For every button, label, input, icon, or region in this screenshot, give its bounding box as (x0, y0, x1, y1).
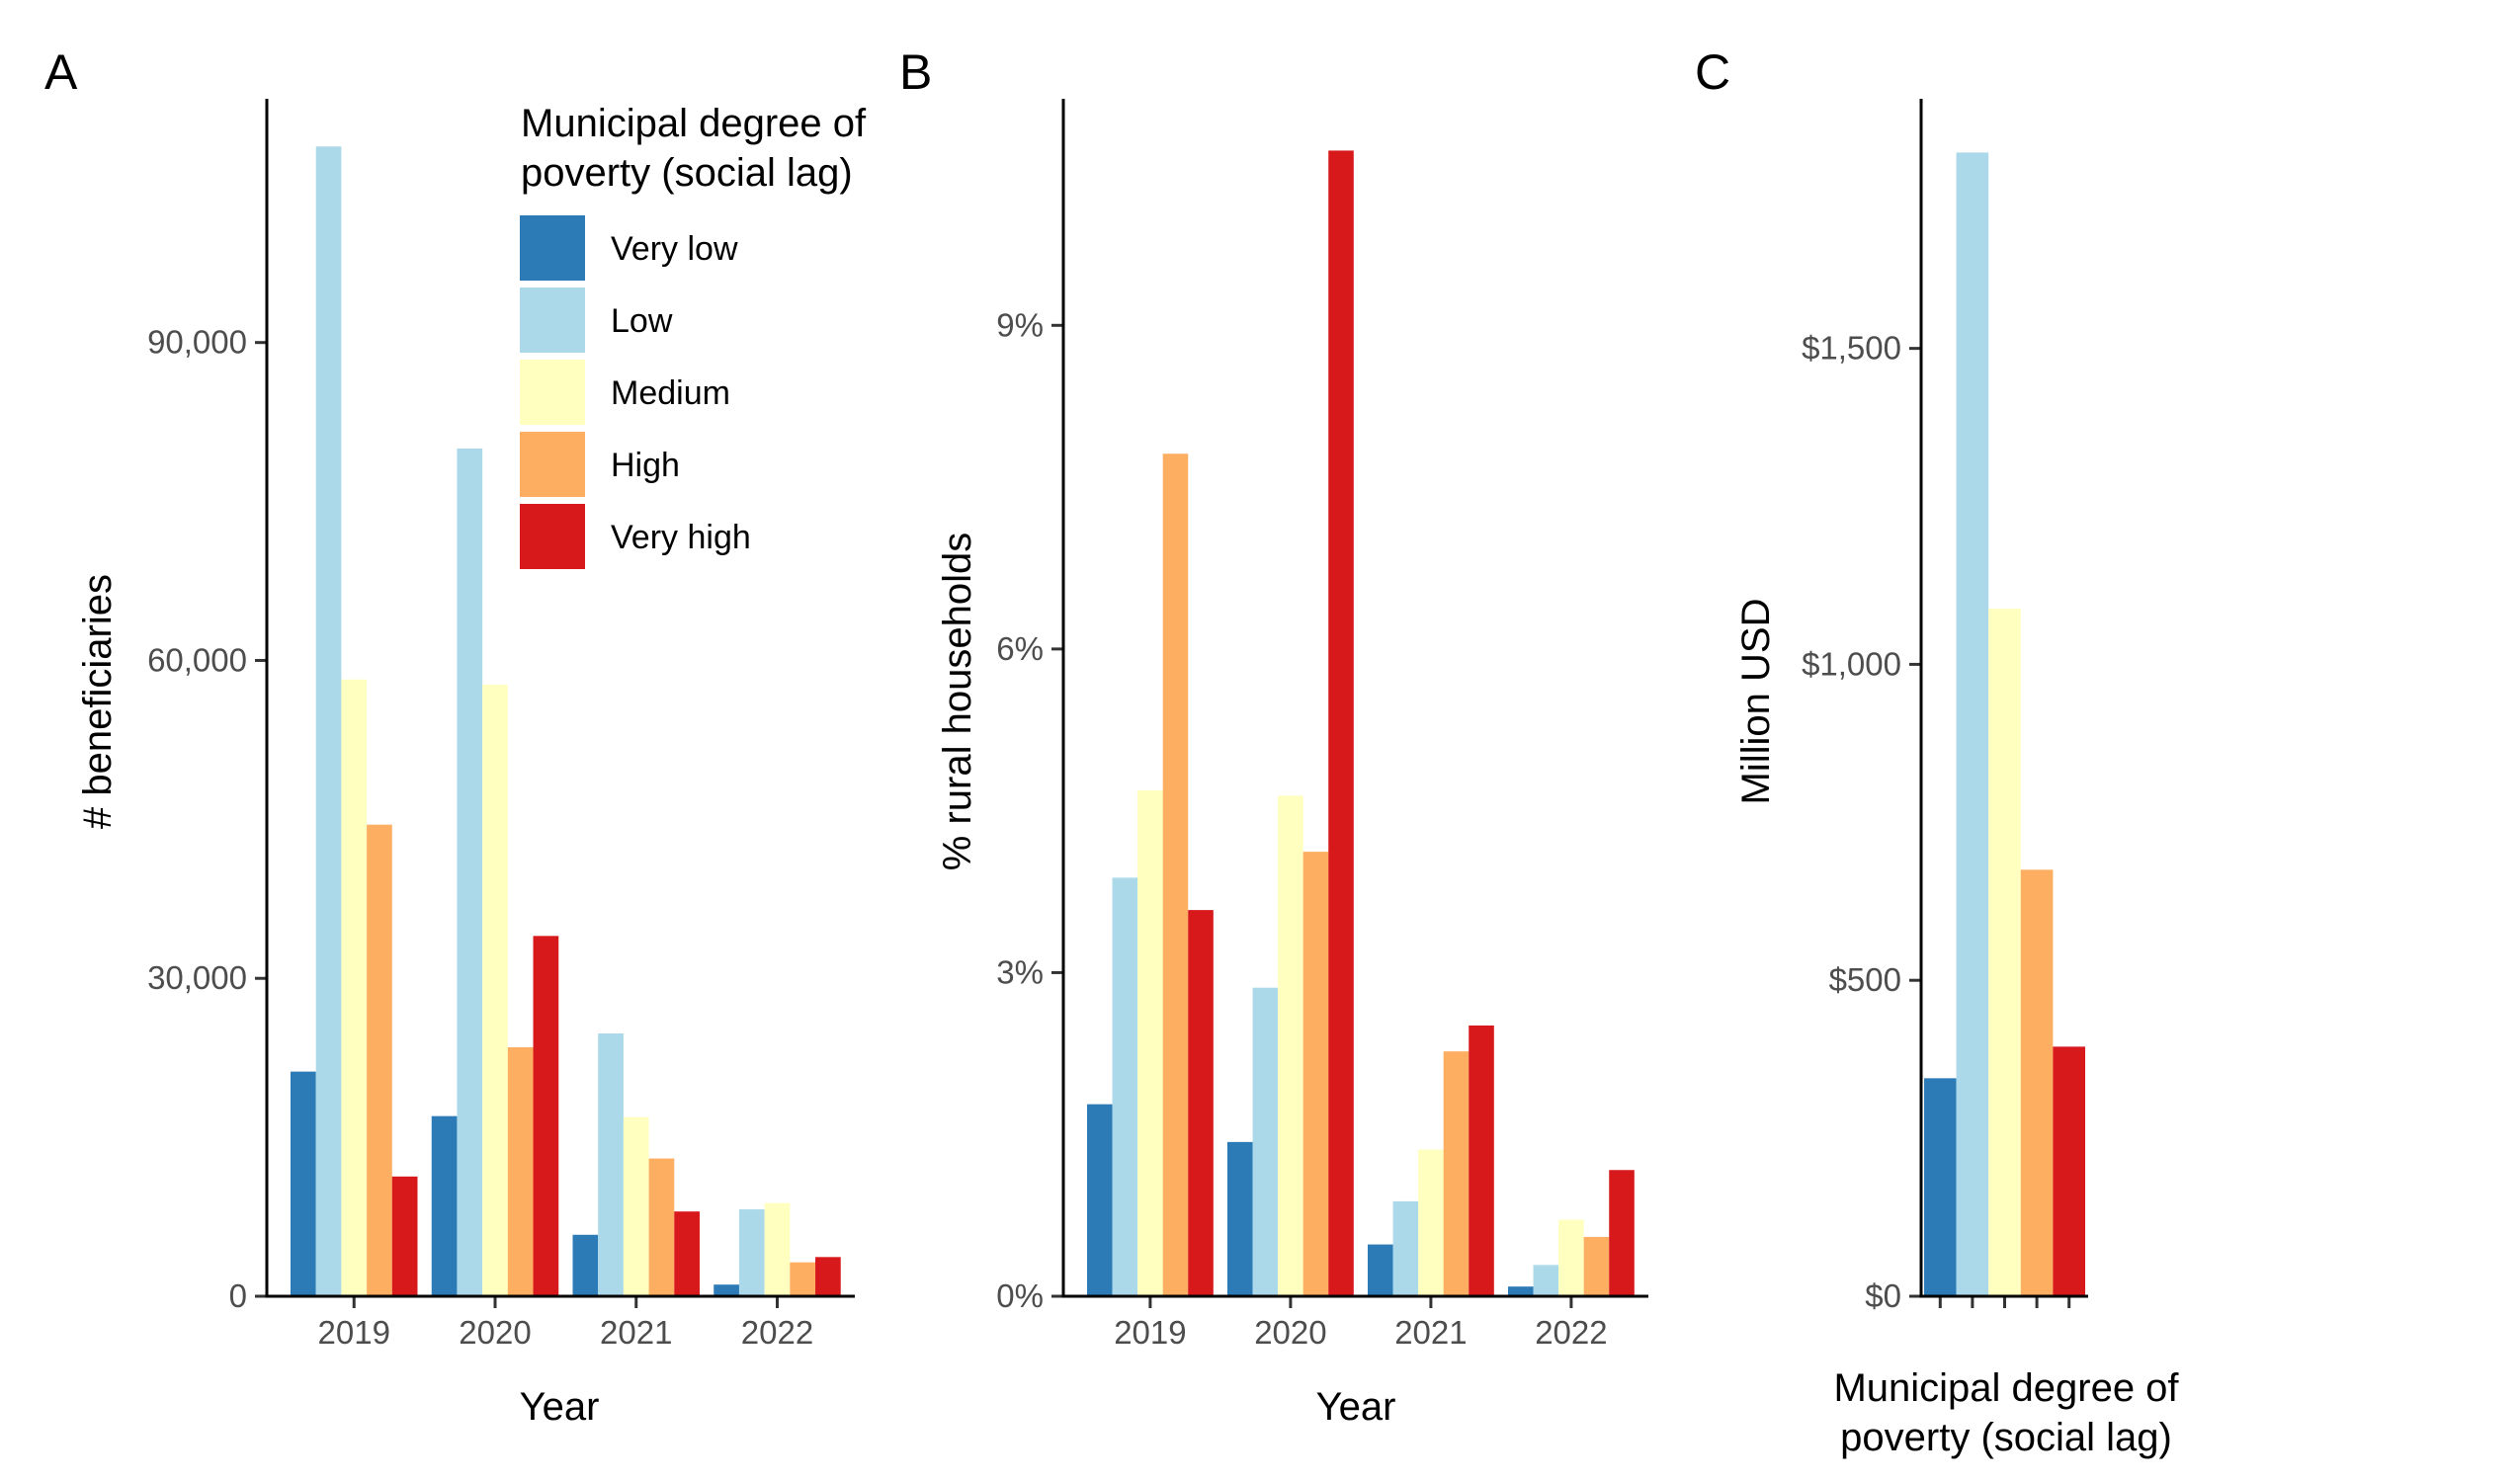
panel-c-bar-high (2020, 869, 2054, 1296)
panel-b-bar-2021-very-high (1469, 1025, 1494, 1296)
panel-a-bar-2019-high (367, 824, 392, 1296)
panel-b-xtick-label: 2021 (1394, 1314, 1467, 1351)
panel-b-bar-2019-very-high (1188, 910, 1214, 1296)
panel-a-bar-2021-very-high (674, 1211, 700, 1296)
panel-a-bar-2021-high (648, 1158, 675, 1296)
panel-b-bar-2020-low (1252, 987, 1279, 1296)
panel-b-bar-2020-medium (1278, 795, 1303, 1296)
panel-a-xtick-label: 2021 (600, 1314, 672, 1351)
legend-title-line1: Municipal degree of (521, 102, 867, 145)
panel-b-ytick-label: 6% (996, 630, 1044, 667)
panel-a-bar-2022-low (738, 1209, 765, 1296)
panel-a-xlabel: Year (520, 1385, 600, 1429)
panel-b-bar-2019-high (1162, 453, 1189, 1296)
panel-b-xlabel: Year (1316, 1385, 1396, 1429)
panel-a-bar-2021-very-low (572, 1234, 599, 1296)
legend-key-medium (520, 360, 585, 425)
panel-c-ytick-label: $1,000 (1802, 645, 1901, 682)
legend-key-high (520, 432, 585, 497)
panel-c-bar-low (1956, 152, 1989, 1296)
panel-b-bar-2022-medium (1558, 1219, 1584, 1296)
legend-label-very-high: Very high (611, 519, 751, 556)
panel-b-ytick-label: 0% (996, 1277, 1044, 1314)
legend-title-line2: poverty (social lag) (521, 151, 853, 195)
panel-b-bar-2021-high (1443, 1051, 1470, 1296)
panel-a-chart: 0 30,000 60,000 90,000 2019 2020 2021 2022 (147, 99, 855, 1351)
panel-b-bar-2020-very-high (1328, 150, 1354, 1297)
panel-a-ytick-label: 60,000 (147, 641, 247, 678)
panel-b-bar-2021-low (1392, 1200, 1419, 1296)
panel-c-ytick-label: $500 (1829, 961, 1901, 998)
legend-label-medium: Medium (611, 374, 730, 412)
panel-a-bar-2022-very-low (714, 1284, 739, 1296)
panel-b-ytick-label: 3% (996, 953, 1044, 990)
panel-a-xtick-label: 2022 (741, 1314, 813, 1351)
panel-a-ytick-label: 90,000 (147, 324, 247, 361)
panel-b-bar-2021-very-low (1368, 1244, 1393, 1296)
panel-letter-c: C (1695, 44, 1730, 100)
panel-b-bar-2022-high (1583, 1236, 1610, 1296)
panel-a-ylabel: # beneficiaries (76, 574, 120, 829)
panel-a-bar-2020-low (457, 448, 483, 1296)
panel-a-bar-2021-medium (623, 1116, 649, 1296)
legend-label-high: High (611, 447, 680, 484)
panel-b-bar-2019-very-low (1087, 1104, 1113, 1296)
panel-c-ytick-label: $1,500 (1802, 330, 1901, 367)
panel-letter-b: B (899, 44, 932, 100)
panel-c-ytick-label: $0 (1865, 1277, 1901, 1314)
panel-a-bar-2019-very-high (391, 1176, 418, 1296)
panel-a-xtick-label: 2019 (318, 1314, 390, 1351)
panel-b-ytick-label: 9% (996, 306, 1044, 343)
panel-a-bar-2019-low (315, 146, 342, 1296)
panel-letter-a: A (44, 44, 78, 100)
panel-c-ylabel: Million USD (1734, 599, 1778, 805)
panel-b-xtick-label: 2020 (1254, 1314, 1326, 1351)
panel-b-bar-2020-high (1302, 852, 1329, 1296)
panel-b-xtick-label: 2022 (1535, 1314, 1607, 1351)
panel-a-bar-2022-medium (764, 1202, 791, 1296)
panel-a-ytick-label: 0 (229, 1277, 247, 1314)
panel-a-bar-2022-very-high (815, 1257, 841, 1296)
panel-a-ytick-label: 30,000 (147, 959, 247, 996)
panel-b-chart: 0% 3% 6% 9% 2019 2020 2021 2022 (996, 99, 1648, 1351)
legend-key-very-high (520, 504, 585, 569)
panel-b-bar-2022-very-high (1609, 1170, 1635, 1296)
panel-c-bar-very-low (1924, 1078, 1957, 1296)
panel-b-bar-2021-medium (1418, 1149, 1444, 1296)
panel-b-ylabel: % rural households (936, 533, 979, 870)
panel-c-xlabel-line1: Municipal degree of (1833, 1366, 2179, 1410)
panel-b-bar-2022-low (1533, 1265, 1559, 1296)
panel-a-xtick-label: 2020 (459, 1314, 531, 1351)
legend-key-low (520, 288, 585, 353)
legend-label-low: Low (611, 302, 673, 340)
panel-c-bar-medium (1988, 609, 2021, 1296)
panel-a-bar-2019-medium (341, 679, 368, 1296)
legend: Municipal degree of poverty (social lag)… (520, 102, 867, 569)
panel-a-bar-2022-high (790, 1262, 816, 1296)
panel-a-bar-2020-very-high (533, 936, 559, 1296)
panel-a-bar-2020-high (507, 1046, 534, 1296)
panel-a-bar-2020-very-low (431, 1115, 458, 1296)
panel-c-chart: $0 $500 $1,000 $1,500 (1802, 99, 2088, 1314)
legend-label-very-low: Very low (611, 230, 738, 268)
panel-b-bar-2020-very-low (1227, 1141, 1253, 1296)
panel-c-xlabel-line2: poverty (social lag) (1840, 1416, 2172, 1459)
panel-c-bar-very-high (2053, 1046, 2085, 1296)
legend-entries: Very low Low Medium High Very high (520, 215, 751, 569)
legend-key-very-low (520, 215, 585, 281)
panel-b-bar-2019-medium (1137, 789, 1163, 1296)
panel-a-bar-2020-medium (482, 685, 508, 1296)
panel-a-bar-2021-low (598, 1033, 624, 1296)
panel-b-xtick-label: 2019 (1114, 1314, 1186, 1351)
panel-b-bar-2019-low (1112, 877, 1138, 1296)
panel-a-bar-2019-very-low (291, 1071, 316, 1296)
panel-b-bar-2022-very-low (1508, 1286, 1534, 1296)
